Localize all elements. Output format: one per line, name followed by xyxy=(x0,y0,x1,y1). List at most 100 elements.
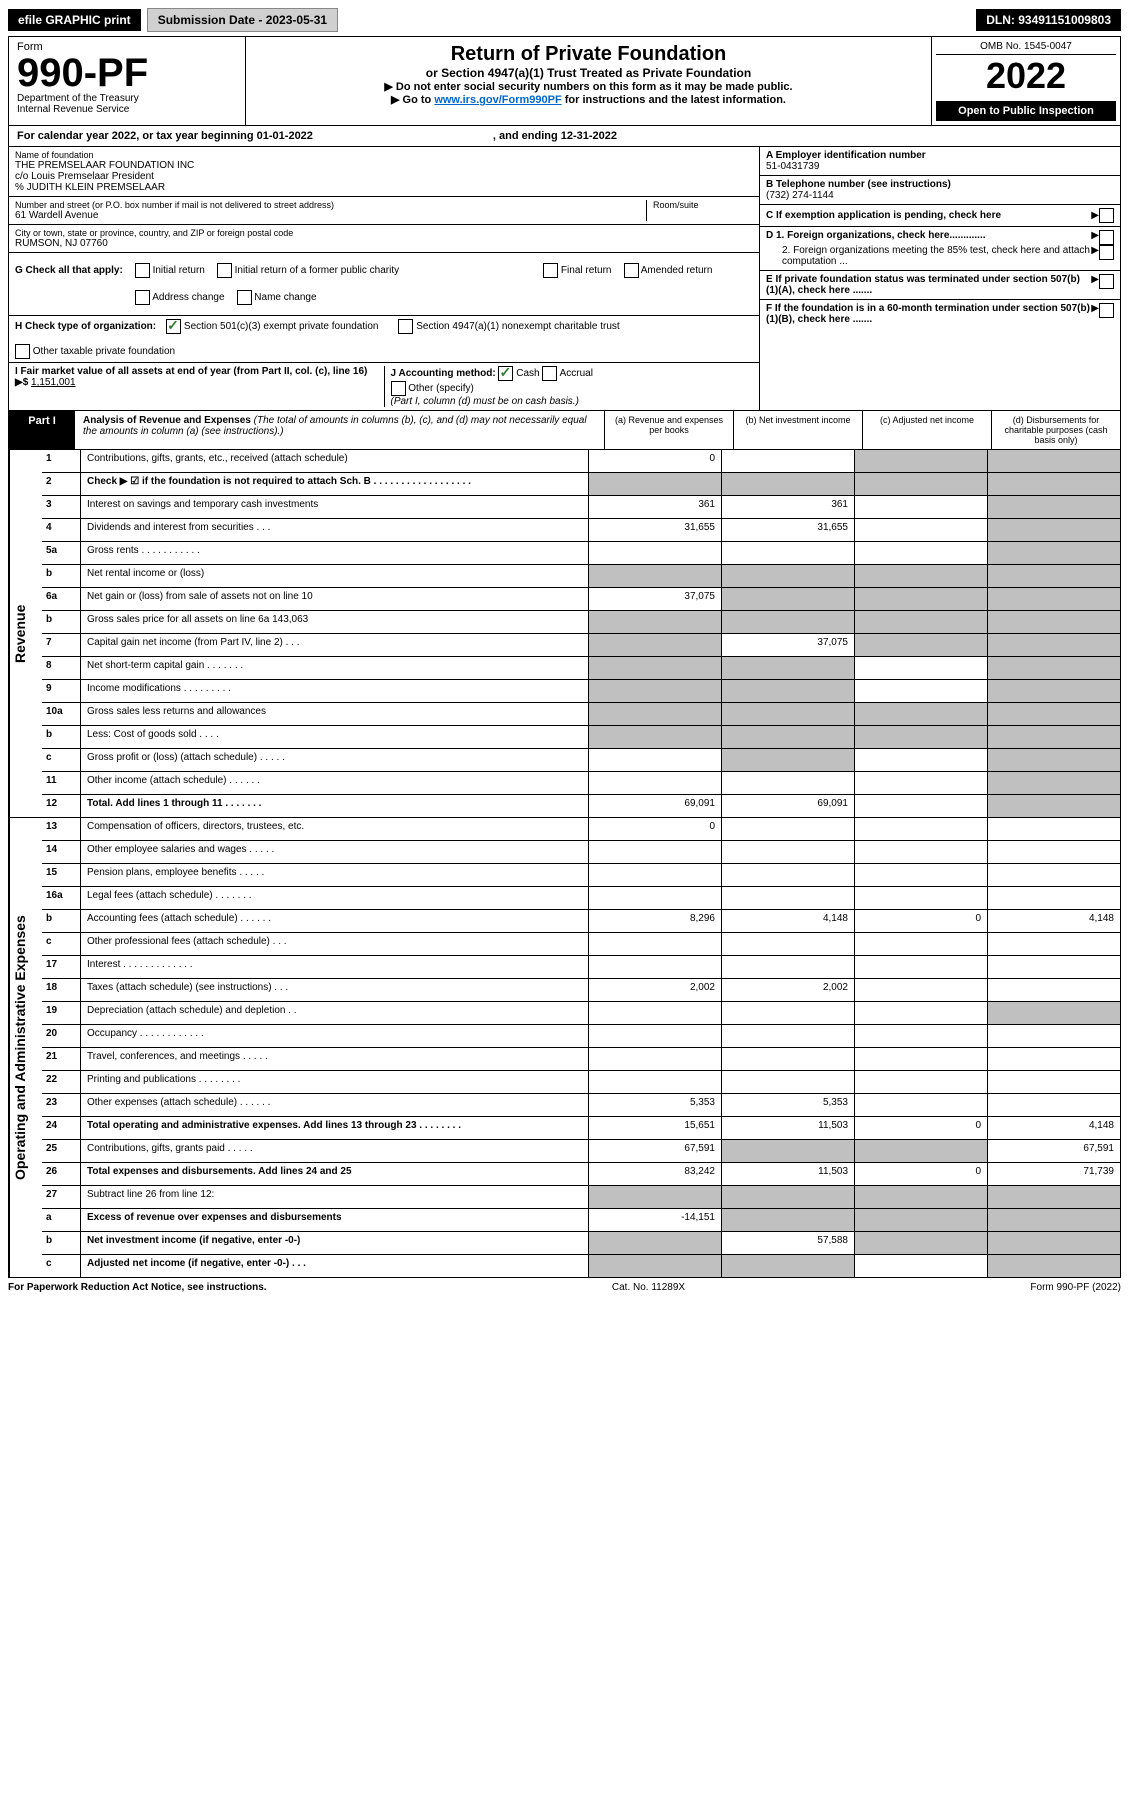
value-cell xyxy=(988,1094,1120,1116)
row-number: 2 xyxy=(42,473,81,495)
cash-checkbox[interactable] xyxy=(498,366,513,381)
final-return-checkbox[interactable] xyxy=(543,263,558,278)
value-cell xyxy=(589,1002,722,1024)
value-cell xyxy=(855,1232,988,1254)
value-cell xyxy=(722,887,855,909)
row-number: 18 xyxy=(42,979,81,1001)
value-cell: 71,739 xyxy=(988,1163,1120,1185)
j-label: J Accounting method: xyxy=(391,368,496,379)
table-row: 10aGross sales less returns and allowanc… xyxy=(42,703,1120,726)
row-number: 6a xyxy=(42,588,81,610)
entity-info: Name of foundation THE PREMSELAAR FOUNDA… xyxy=(8,147,1121,410)
value-cell xyxy=(589,933,722,955)
table-row: 27Subtract line 26 from line 12: xyxy=(42,1186,1120,1209)
foreign-org-checkbox[interactable] xyxy=(1099,230,1114,245)
value-cell xyxy=(589,864,722,886)
value-cell xyxy=(855,1025,988,1047)
60month-checkbox[interactable] xyxy=(1099,303,1114,318)
row-number: b xyxy=(42,726,81,748)
table-row: 8Net short-term capital gain . . . . . .… xyxy=(42,657,1120,680)
value-cell xyxy=(722,1140,855,1162)
value-cell: 15,651 xyxy=(589,1117,722,1139)
status-terminated-checkbox[interactable] xyxy=(1099,274,1114,289)
501c3-checkbox[interactable] xyxy=(166,319,181,334)
initial-return-checkbox[interactable] xyxy=(135,263,150,278)
table-row: 9Income modifications . . . . . . . . . xyxy=(42,680,1120,703)
value-cell: 31,655 xyxy=(589,519,722,541)
row-number: b xyxy=(42,910,81,932)
table-row: 6aNet gain or (loss) from sale of assets… xyxy=(42,588,1120,611)
instruction-1: ▶ Do not enter social security numbers o… xyxy=(252,80,925,93)
85pct-checkbox[interactable] xyxy=(1099,245,1114,260)
value-cell xyxy=(722,1255,855,1277)
table-row: 25Contributions, gifts, grants paid . . … xyxy=(42,1140,1120,1163)
name-change-checkbox[interactable] xyxy=(237,290,252,305)
value-cell xyxy=(988,542,1120,564)
phone-value: (732) 274-1144 xyxy=(766,190,1114,201)
value-cell xyxy=(855,657,988,679)
table-row: 24Total operating and administrative exp… xyxy=(42,1117,1120,1140)
accrual-checkbox[interactable] xyxy=(542,366,557,381)
value-cell: 67,591 xyxy=(988,1140,1120,1162)
table-row: 26Total expenses and disbursements. Add … xyxy=(42,1163,1120,1186)
value-cell xyxy=(722,749,855,771)
value-cell xyxy=(855,749,988,771)
value-cell: 0 xyxy=(589,818,722,840)
other-method-checkbox[interactable] xyxy=(391,381,406,396)
value-cell xyxy=(589,542,722,564)
4947-checkbox[interactable] xyxy=(398,319,413,334)
value-cell xyxy=(722,703,855,725)
value-cell xyxy=(988,496,1120,518)
row-number: 20 xyxy=(42,1025,81,1047)
value-cell xyxy=(855,956,988,978)
address-change-checkbox[interactable] xyxy=(135,290,150,305)
catalog-number: Cat. No. 11289X xyxy=(612,1282,685,1293)
efile-print-button[interactable]: efile GRAPHIC print xyxy=(8,9,141,31)
amended-return-checkbox[interactable] xyxy=(624,263,639,278)
table-row: bLess: Cost of goods sold . . . . xyxy=(42,726,1120,749)
col-b-header: (b) Net investment income xyxy=(734,411,863,449)
table-row: 22Printing and publications . . . . . . … xyxy=(42,1071,1120,1094)
table-row: 17Interest . . . . . . . . . . . . . xyxy=(42,956,1120,979)
dln-label: DLN: 93491151009803 xyxy=(976,9,1121,31)
table-row: 14Other employee salaries and wages . . … xyxy=(42,841,1120,864)
open-public-badge: Open to Public Inspection xyxy=(936,101,1116,121)
exemption-pending-checkbox[interactable] xyxy=(1099,208,1114,223)
row-number: 21 xyxy=(42,1048,81,1070)
value-cell xyxy=(722,1025,855,1047)
row-number: 23 xyxy=(42,1094,81,1116)
expenses-side-label: Operating and Administrative Expenses xyxy=(9,818,42,1277)
value-cell xyxy=(589,611,722,633)
value-cell: 67,591 xyxy=(589,1140,722,1162)
initial-return-former-checkbox[interactable] xyxy=(217,263,232,278)
value-cell xyxy=(722,542,855,564)
table-row: 20Occupancy . . . . . . . . . . . . xyxy=(42,1025,1120,1048)
row-number: c xyxy=(42,933,81,955)
irs-link[interactable]: www.irs.gov/Form990PF xyxy=(434,94,561,106)
row-label: Taxes (attach schedule) (see instruction… xyxy=(81,979,589,1001)
value-cell xyxy=(855,1002,988,1024)
other-taxable-checkbox[interactable] xyxy=(15,344,30,359)
value-cell xyxy=(855,703,988,725)
table-row: 21Travel, conferences, and meetings . . … xyxy=(42,1048,1120,1071)
value-cell xyxy=(855,864,988,886)
row-label: Occupancy . . . . . . . . . . . . xyxy=(81,1025,589,1047)
value-cell xyxy=(855,450,988,472)
row-number: 11 xyxy=(42,772,81,794)
table-row: bNet rental income or (loss) xyxy=(42,565,1120,588)
value-cell xyxy=(988,979,1120,1001)
submission-date-button[interactable]: Submission Date - 2023-05-31 xyxy=(147,8,338,32)
value-cell xyxy=(855,519,988,541)
value-cell xyxy=(855,496,988,518)
row-number: 25 xyxy=(42,1140,81,1162)
value-cell: 4,148 xyxy=(988,910,1120,932)
value-cell xyxy=(589,887,722,909)
value-cell xyxy=(589,1025,722,1047)
row-label: Other professional fees (attach schedule… xyxy=(81,933,589,955)
value-cell xyxy=(988,887,1120,909)
row-label: Travel, conferences, and meetings . . . … xyxy=(81,1048,589,1070)
row-label: Net short-term capital gain . . . . . . … xyxy=(81,657,589,679)
value-cell xyxy=(855,818,988,840)
value-cell xyxy=(855,565,988,587)
value-cell xyxy=(589,1255,722,1277)
